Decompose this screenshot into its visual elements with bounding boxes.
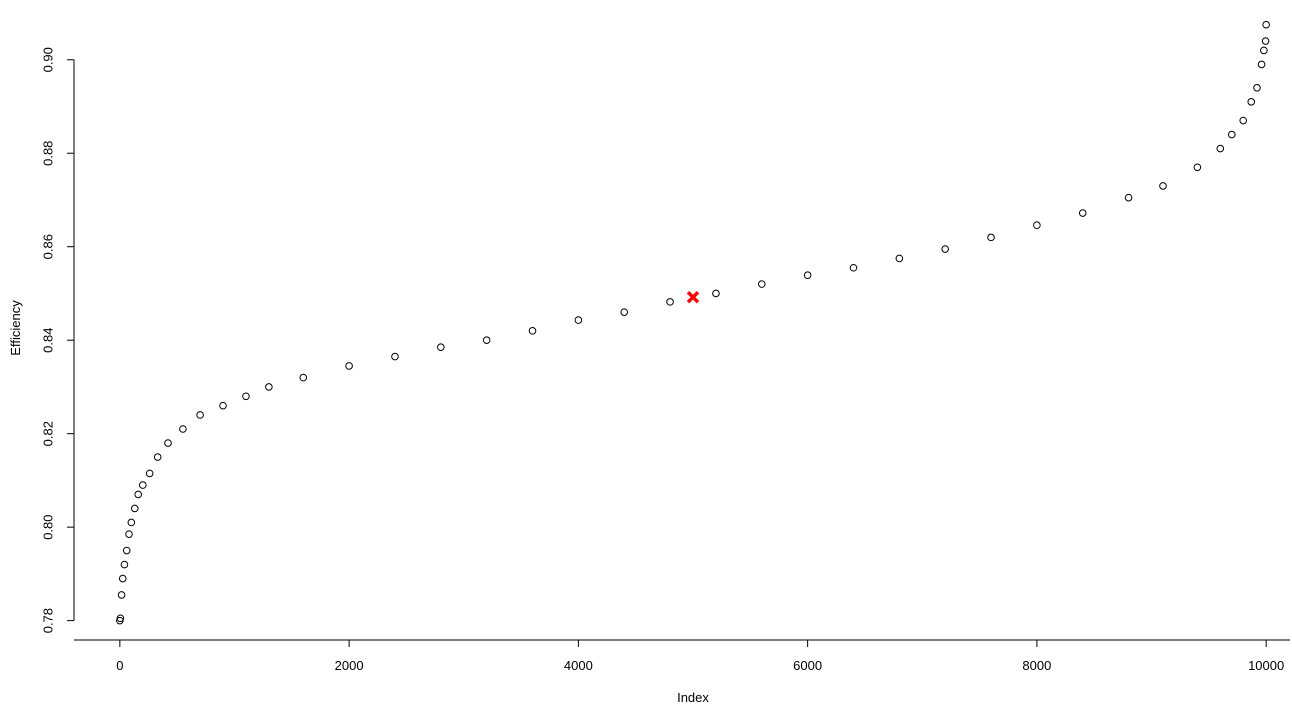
point [125, 530, 133, 538]
point [145, 469, 154, 478]
point [987, 233, 995, 242]
y-tick-label: 0.82 [40, 421, 55, 446]
point [712, 289, 720, 298]
point [1253, 84, 1261, 92]
point [1239, 116, 1248, 125]
point [122, 546, 131, 555]
highlight-point [686, 290, 700, 304]
point [1216, 144, 1225, 153]
point [265, 383, 273, 391]
point [345, 362, 353, 370]
point [219, 401, 227, 410]
point [1078, 209, 1087, 217]
point [528, 327, 537, 335]
point [666, 298, 674, 306]
point [1124, 193, 1133, 202]
y-tick-label: 0.78 [40, 608, 55, 633]
point [179, 425, 187, 433]
point [1247, 98, 1256, 106]
point [849, 263, 858, 272]
point [134, 490, 142, 499]
point [1033, 221, 1041, 230]
point [803, 271, 812, 280]
point [138, 481, 147, 489]
y-tick-label: 0.80 [40, 514, 55, 539]
point [1262, 20, 1270, 29]
point [127, 518, 136, 527]
x-axis-label: Index [677, 690, 709, 705]
point [482, 336, 491, 344]
point [1257, 60, 1266, 69]
point [941, 245, 949, 253]
x-tick-label: 10000 [1248, 658, 1284, 673]
point [242, 392, 250, 401]
x-tick-label: 4000 [564, 658, 593, 673]
x-tick-label: 8000 [1022, 658, 1051, 673]
point [1261, 37, 1270, 45]
point [117, 591, 126, 599]
point [164, 439, 172, 447]
point [130, 504, 139, 513]
point [574, 316, 583, 324]
y-tick-label: 0.84 [40, 328, 55, 353]
point [437, 343, 445, 352]
point [299, 373, 308, 382]
y-axis-label: Efficiency [8, 300, 23, 356]
point [153, 453, 162, 461]
point [391, 352, 399, 361]
point [1193, 163, 1202, 172]
point [120, 560, 129, 569]
point [620, 308, 629, 316]
x-tick-label: 6000 [793, 658, 822, 673]
point [116, 614, 125, 623]
x-tick-label: 0 [116, 658, 123, 673]
y-tick-label: 0.86 [40, 234, 55, 259]
point [1227, 130, 1236, 139]
point [196, 411, 204, 419]
point [895, 254, 904, 263]
x-tick-label: 2000 [335, 658, 364, 673]
point [118, 574, 127, 583]
point [1159, 182, 1167, 190]
point [757, 280, 766, 288]
point [1260, 46, 1268, 55]
y-tick-label: 0.90 [40, 47, 55, 72]
y-tick-label: 0.88 [40, 141, 55, 166]
